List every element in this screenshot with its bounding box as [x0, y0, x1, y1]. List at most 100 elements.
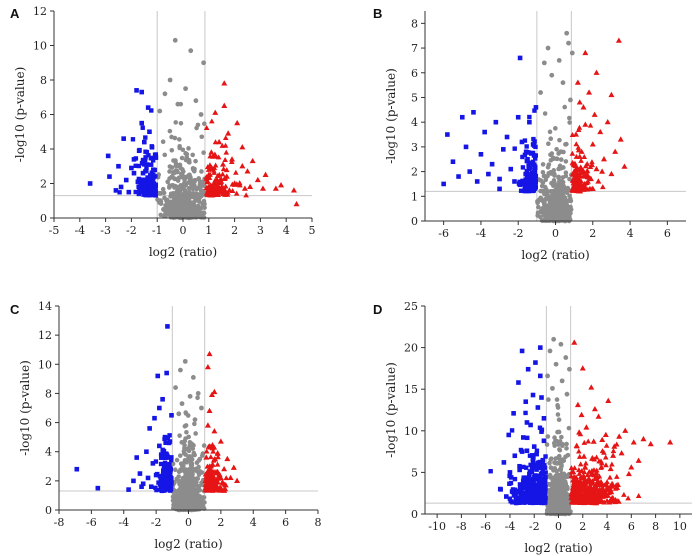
nonsignificant-point: [544, 442, 550, 447]
nonsignificant-point: [189, 489, 195, 495]
upregulated-point: [587, 497, 594, 503]
nonsignificant-point: [186, 458, 191, 464]
upregulated-point: [225, 130, 232, 136]
nonsignificant-point: [190, 375, 196, 380]
nonsignificant-point: [183, 411, 189, 416]
downregulated-point: [471, 109, 476, 115]
downregulated-point: [143, 155, 148, 160]
downregulated-point: [534, 451, 539, 457]
downregulated-point: [138, 177, 143, 182]
nonsignificant-point: [168, 208, 174, 213]
nonsignificant-point: [179, 440, 185, 445]
nonsignificant-point: [554, 397, 560, 402]
nonsignificant-point: [552, 435, 557, 440]
downregulated-point: [520, 154, 525, 160]
nonsignificant-cloud: [170, 395, 207, 513]
upregulated-point: [617, 136, 624, 142]
nonsignificant-point: [174, 457, 180, 463]
upregulated-point: [221, 102, 228, 108]
x-tick-label: -8: [54, 516, 65, 529]
nonsignificant-point: [185, 499, 190, 505]
nonsignificant-point: [550, 505, 555, 511]
downregulated-point: [163, 481, 168, 486]
downregulated-point: [531, 466, 537, 471]
downregulated-point: [141, 182, 147, 187]
downregulated-point: [151, 167, 156, 172]
upregulated-point: [223, 475, 230, 481]
nonsignificant-point: [200, 495, 205, 501]
downregulated-point: [140, 481, 146, 487]
upregulated-point: [667, 439, 674, 445]
upregulated-point: [206, 407, 213, 414]
nonsignificant-point: [189, 461, 195, 466]
downregulated-point: [167, 476, 173, 482]
nonsignificant-point: [190, 152, 196, 158]
downregulated-point: [131, 478, 136, 484]
downregulated-point: [165, 324, 170, 329]
upregulated-point: [596, 498, 603, 504]
up-band: [203, 118, 249, 198]
downregulated-point: [533, 173, 539, 179]
x-tick-label: -3: [100, 224, 111, 237]
downregulated-point: [167, 433, 172, 438]
downregulated-point: [482, 129, 487, 135]
nonsignificant-point: [544, 187, 549, 193]
x-tick-label: 0: [555, 520, 562, 533]
upregulated-point: [614, 473, 620, 479]
y-tick-label: 0: [45, 504, 52, 517]
downregulated-point: [153, 485, 158, 491]
nonsignificant-point: [555, 429, 560, 435]
nonsignificant-point: [179, 401, 185, 407]
y-tick-label: 2: [40, 178, 47, 191]
upregulated-point: [213, 485, 220, 491]
nonsignificant-point: [169, 165, 175, 170]
upregulated-point: [254, 176, 261, 183]
downregulated-point: [524, 475, 529, 480]
downregulated-point: [158, 482, 164, 488]
nonsignificant-point: [548, 136, 554, 142]
upregulated-point: [210, 474, 217, 481]
nonsignificant-point: [568, 207, 574, 212]
nonsignificant-point: [558, 490, 563, 495]
nonsignificant-point: [556, 473, 562, 478]
upregulated-point: [603, 442, 610, 448]
nonsignificant-point: [549, 214, 555, 219]
nonsignificant-point: [172, 37, 178, 43]
upregulated-point: [589, 185, 596, 191]
downregulated-point: [116, 163, 121, 169]
y-axis-label: -log10 (p-value): [18, 360, 32, 456]
upregulated-point: [595, 178, 602, 184]
upregulated-point: [278, 182, 285, 188]
nonsignificant-cloud: [155, 101, 207, 221]
downregulated-point: [520, 498, 525, 504]
nonsignificant-point: [174, 162, 180, 168]
x-tick-label: 5: [309, 224, 316, 237]
upregulated-point: [621, 163, 628, 169]
upregulated-point: [219, 479, 226, 485]
downregulated-point: [514, 490, 520, 495]
nonsignificant-point: [183, 183, 189, 188]
downregulated-point: [539, 496, 544, 501]
downregulated-point: [131, 170, 137, 176]
downregulated-point: [166, 481, 172, 487]
upregulated-point: [231, 180, 238, 186]
x-tick-label: 0: [180, 224, 187, 237]
nonsignificant-point: [174, 492, 179, 498]
downregulated-point: [539, 395, 544, 400]
upregulated-point: [208, 480, 215, 486]
upregulated-point: [591, 484, 598, 490]
nonsignificant-point: [561, 149, 566, 155]
upregulated-point: [214, 449, 221, 456]
downregulated-point: [169, 455, 174, 460]
upregulated-point: [604, 485, 611, 492]
upregulated-point: [600, 184, 606, 190]
upregulated-point: [206, 350, 213, 357]
y-tick-label: 15: [404, 383, 418, 396]
downregulated-point: [140, 125, 145, 130]
nonsignificant-point: [552, 180, 557, 186]
upregulated-point: [597, 458, 604, 464]
nonsignificant-point: [180, 461, 186, 466]
nonsignificant-point: [196, 209, 202, 215]
nonsignificant-point: [564, 206, 570, 212]
downregulated-point: [144, 165, 149, 170]
